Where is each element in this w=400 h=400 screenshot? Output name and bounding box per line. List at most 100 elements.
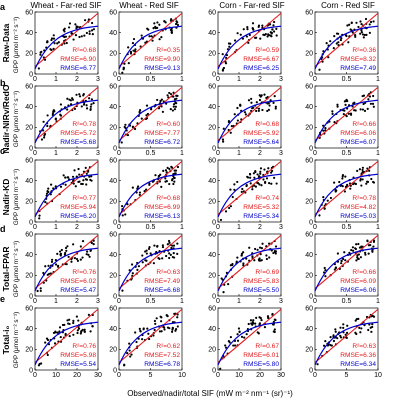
- data-point: [272, 24, 275, 27]
- data-point: [82, 103, 86, 106]
- linear-fit-line: [314, 308, 379, 363]
- y-tick-label: 60: [109, 9, 117, 16]
- column-title-1: Wheat - Far-red SIF: [30, 1, 101, 10]
- x-tick-label: 0.5: [146, 224, 156, 231]
- data-point: [91, 33, 94, 36]
- panel-frame: [34, 307, 99, 371]
- data-point: [88, 30, 91, 33]
- linear-fit-line: [118, 86, 183, 141]
- data-point: [371, 323, 374, 326]
- x-tick-label: 0: [117, 150, 121, 157]
- data-point: [272, 101, 275, 104]
- data-point: [173, 312, 176, 315]
- x-tick-label: 20: [73, 372, 81, 379]
- saturating-fit-curve: [118, 173, 183, 218]
- data-point: [71, 98, 74, 101]
- y-tick-label: 0: [113, 367, 117, 374]
- data-point: [337, 41, 340, 44]
- data-point: [329, 336, 332, 339]
- data-point: [273, 330, 276, 334]
- data-point: [83, 330, 86, 333]
- data-point: [81, 256, 84, 259]
- data-point: [153, 244, 156, 247]
- linear-fit-line: [314, 234, 379, 289]
- data-point: [274, 250, 278, 253]
- data-point: [88, 175, 91, 178]
- data-point: [256, 182, 260, 185]
- x-tick-label: 1: [54, 298, 58, 305]
- data-point: [345, 99, 348, 102]
- data-point: [50, 260, 54, 263]
- data-point: [172, 252, 175, 255]
- data-point: [324, 126, 327, 130]
- data-point: [50, 48, 53, 52]
- data-point: [242, 262, 245, 265]
- data-point: [274, 245, 278, 248]
- r2-value: R²=0.76: [72, 343, 96, 350]
- data-point: [52, 110, 55, 113]
- linear-fit-line: [217, 308, 282, 363]
- data-point: [224, 346, 228, 349]
- data-point: [355, 332, 358, 336]
- data-point: [59, 185, 63, 188]
- data-point: [324, 340, 327, 343]
- data-point: [146, 327, 149, 330]
- data-point: [52, 47, 55, 50]
- data-point: [72, 38, 75, 41]
- x-tick-label: 1: [180, 76, 184, 83]
- data-point: [357, 242, 360, 246]
- data-point: [372, 315, 376, 318]
- data-point: [266, 35, 269, 38]
- data-point: [355, 243, 358, 246]
- saturating-fit-curve: [217, 99, 282, 144]
- y-tick-label: 0: [212, 145, 216, 152]
- data-point: [231, 195, 234, 199]
- data-point: [368, 31, 371, 34]
- panel-3-0: 0 1 2 3 0 20 40 60 R²=0.76 RMSE=6.02 RMSE=5.47: [25, 231, 100, 305]
- data-point: [346, 324, 349, 327]
- data-point: [227, 42, 231, 45]
- x-tick-label: 0: [33, 224, 37, 231]
- data-point: [67, 176, 70, 179]
- linear-fit-line: [34, 12, 99, 67]
- y-tick-label: 60: [305, 157, 313, 164]
- data-point: [43, 136, 46, 139]
- data-point: [85, 250, 89, 253]
- data-point: [240, 335, 244, 338]
- data-point: [160, 98, 163, 101]
- x-tick-label: 30: [277, 372, 285, 379]
- data-point: [335, 42, 338, 45]
- data-point: [236, 333, 239, 336]
- data-point: [82, 94, 85, 97]
- data-point: [356, 169, 359, 172]
- saturating-fit-curve: [118, 247, 183, 292]
- data-point: [273, 328, 276, 331]
- data-point: [221, 138, 225, 141]
- x-tick-label: 0: [216, 298, 220, 305]
- data-point: [47, 264, 50, 267]
- data-point: [357, 25, 360, 29]
- data-point: [87, 313, 90, 316]
- data-point: [323, 207, 326, 210]
- y-tick-label: 20: [25, 125, 33, 132]
- data-point: [172, 103, 176, 106]
- data-point: [364, 253, 367, 256]
- data-point: [256, 331, 259, 334]
- data-point: [134, 331, 137, 334]
- panel-1-2: 0 1 2 3 0 20 40 60 R²=0.68 RMSE=5.92 RMSE=5.64: [208, 83, 283, 157]
- data-point: [92, 239, 95, 242]
- data-point: [268, 256, 271, 259]
- y-tick-label: 0: [212, 293, 216, 300]
- data-point: [121, 71, 124, 74]
- data-point: [169, 18, 173, 21]
- y-tick-label: 20: [109, 51, 117, 58]
- data-point: [369, 102, 373, 105]
- data-point: [70, 31, 73, 35]
- x-tick-label: 0: [117, 372, 121, 379]
- data-point: [342, 257, 345, 261]
- data-point: [233, 183, 236, 186]
- data-point: [165, 254, 168, 258]
- panel-frame: [217, 233, 282, 297]
- data-point: [143, 190, 146, 193]
- data-point: [155, 317, 158, 320]
